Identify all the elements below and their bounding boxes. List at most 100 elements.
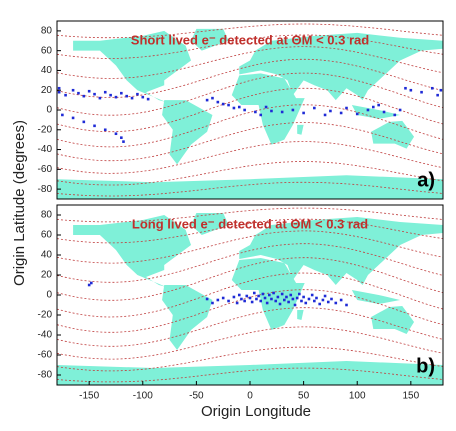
point xyxy=(232,106,236,110)
continent xyxy=(57,175,443,199)
point xyxy=(227,103,230,107)
point xyxy=(298,292,301,296)
point xyxy=(259,113,263,117)
point xyxy=(265,301,269,305)
point xyxy=(272,291,275,295)
point xyxy=(330,297,333,301)
point xyxy=(93,124,96,128)
y-tick-label: 60 xyxy=(41,45,53,56)
x-tick-label: -50 xyxy=(189,391,204,402)
point xyxy=(302,295,305,299)
point xyxy=(120,136,123,139)
point xyxy=(420,90,423,94)
point xyxy=(313,299,316,303)
point xyxy=(345,303,348,307)
point xyxy=(82,120,86,124)
point xyxy=(122,140,125,143)
y-tick-label: -20 xyxy=(38,310,53,321)
point xyxy=(307,297,311,301)
point xyxy=(270,297,273,301)
plot-area xyxy=(57,23,443,199)
contour xyxy=(57,243,443,283)
point xyxy=(318,302,321,306)
contour xyxy=(57,87,443,133)
point xyxy=(261,292,265,296)
continent xyxy=(73,215,192,287)
contour xyxy=(57,218,443,244)
point xyxy=(313,106,316,110)
contour xyxy=(57,207,443,223)
contour xyxy=(57,181,443,197)
y-tick-label: 20 xyxy=(41,270,53,281)
continent xyxy=(351,105,401,119)
panel: -80 -60 -40 -20 0 20 40 60 80 Short lived e⁻ dete… xyxy=(38,20,444,200)
point xyxy=(77,91,80,95)
point xyxy=(211,301,214,305)
x-tick-label: -100 xyxy=(133,391,153,402)
point xyxy=(295,296,299,300)
point xyxy=(130,96,134,100)
point xyxy=(345,106,348,110)
point xyxy=(250,300,254,304)
point xyxy=(221,102,225,106)
point xyxy=(430,86,434,90)
point xyxy=(82,94,86,98)
point xyxy=(243,108,246,112)
y-tick-label: 40 xyxy=(41,65,53,76)
point xyxy=(216,100,220,104)
point xyxy=(293,303,297,307)
y-tick-label: 40 xyxy=(41,250,53,261)
x-tick-label: 0 xyxy=(247,391,253,402)
point xyxy=(120,91,123,95)
continent xyxy=(57,361,443,385)
panels: -80 -60 -40 -20 0 20 40 60 80 Short lived e⁻ dete… xyxy=(38,20,444,402)
point xyxy=(255,297,258,301)
y-tick-label: -80 xyxy=(38,370,53,381)
point xyxy=(235,301,239,305)
point xyxy=(263,296,267,300)
x-axis-label: Origin Longitude xyxy=(201,403,311,420)
panel-title: Long lived e⁻ detected at ΘM < 0.3 rad xyxy=(132,216,368,231)
point xyxy=(227,299,230,303)
plot-area xyxy=(57,207,443,385)
y-axis-label: Origin Latitude (degrees) xyxy=(11,120,28,286)
contour xyxy=(57,230,443,264)
y-tick-label: -20 xyxy=(38,124,53,135)
point xyxy=(268,293,271,297)
point xyxy=(409,88,413,92)
point xyxy=(245,294,249,298)
point xyxy=(436,93,439,97)
contour xyxy=(57,46,443,79)
contour xyxy=(57,58,443,98)
point xyxy=(216,298,220,302)
point xyxy=(71,88,75,92)
point xyxy=(237,293,241,297)
continent xyxy=(191,213,229,235)
contour xyxy=(57,289,443,333)
point xyxy=(278,302,282,306)
point xyxy=(109,93,112,97)
point xyxy=(114,132,118,136)
contour xyxy=(57,104,443,148)
point xyxy=(280,110,284,114)
point xyxy=(300,299,303,303)
panel-title: Short lived e⁻ detected at ΘM < 0.3 rad xyxy=(131,32,369,47)
point xyxy=(125,94,128,98)
x-tick-label: 100 xyxy=(349,391,366,402)
point xyxy=(103,128,107,132)
point xyxy=(310,293,314,297)
contour xyxy=(57,326,443,360)
point xyxy=(291,108,295,112)
point xyxy=(257,294,260,298)
y-tick-label: 0 xyxy=(46,105,52,116)
point xyxy=(254,110,257,114)
point xyxy=(276,295,280,299)
point xyxy=(315,296,318,300)
point xyxy=(439,88,443,92)
point xyxy=(243,299,246,303)
contour xyxy=(57,272,443,318)
continent xyxy=(351,290,401,304)
point xyxy=(64,93,67,97)
point xyxy=(136,92,139,96)
point xyxy=(382,110,386,114)
